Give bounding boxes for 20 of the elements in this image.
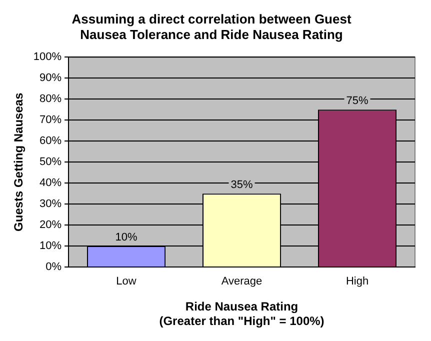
y-axis-title: Guests Getting Nauseas — [12, 92, 26, 232]
data-label: 10% — [115, 232, 138, 244]
y-tick-label: 100% — [33, 51, 62, 64]
x-tick-label: Low — [116, 276, 136, 288]
x-axis-title: Ride Nausea Rating (Greater than "High" = 100%) — [159, 300, 324, 328]
y-tick-label: 20% — [40, 219, 62, 232]
y-tick-label: 30% — [40, 198, 62, 210]
chart-title: Assuming a direct correlation between Guest Nausea Tolerance and Ride Nausea Rating — [72, 11, 352, 42]
x-tick-label: Average — [221, 276, 262, 288]
x-tick-label: High — [346, 276, 369, 288]
y-tick-label: 10% — [40, 240, 62, 252]
y-tick-label: 90% — [40, 72, 62, 84]
y-tick-label: 80% — [40, 93, 62, 106]
y-tick-label: 50% — [40, 156, 62, 168]
data-label: 75% — [346, 95, 368, 108]
data-label: 35% — [230, 179, 253, 192]
y-tick-label: 60% — [40, 135, 62, 148]
y-tick-label: 40% — [40, 177, 62, 190]
y-tick-label: 0% — [46, 261, 62, 274]
y-tick-label: 70% — [40, 114, 62, 126]
